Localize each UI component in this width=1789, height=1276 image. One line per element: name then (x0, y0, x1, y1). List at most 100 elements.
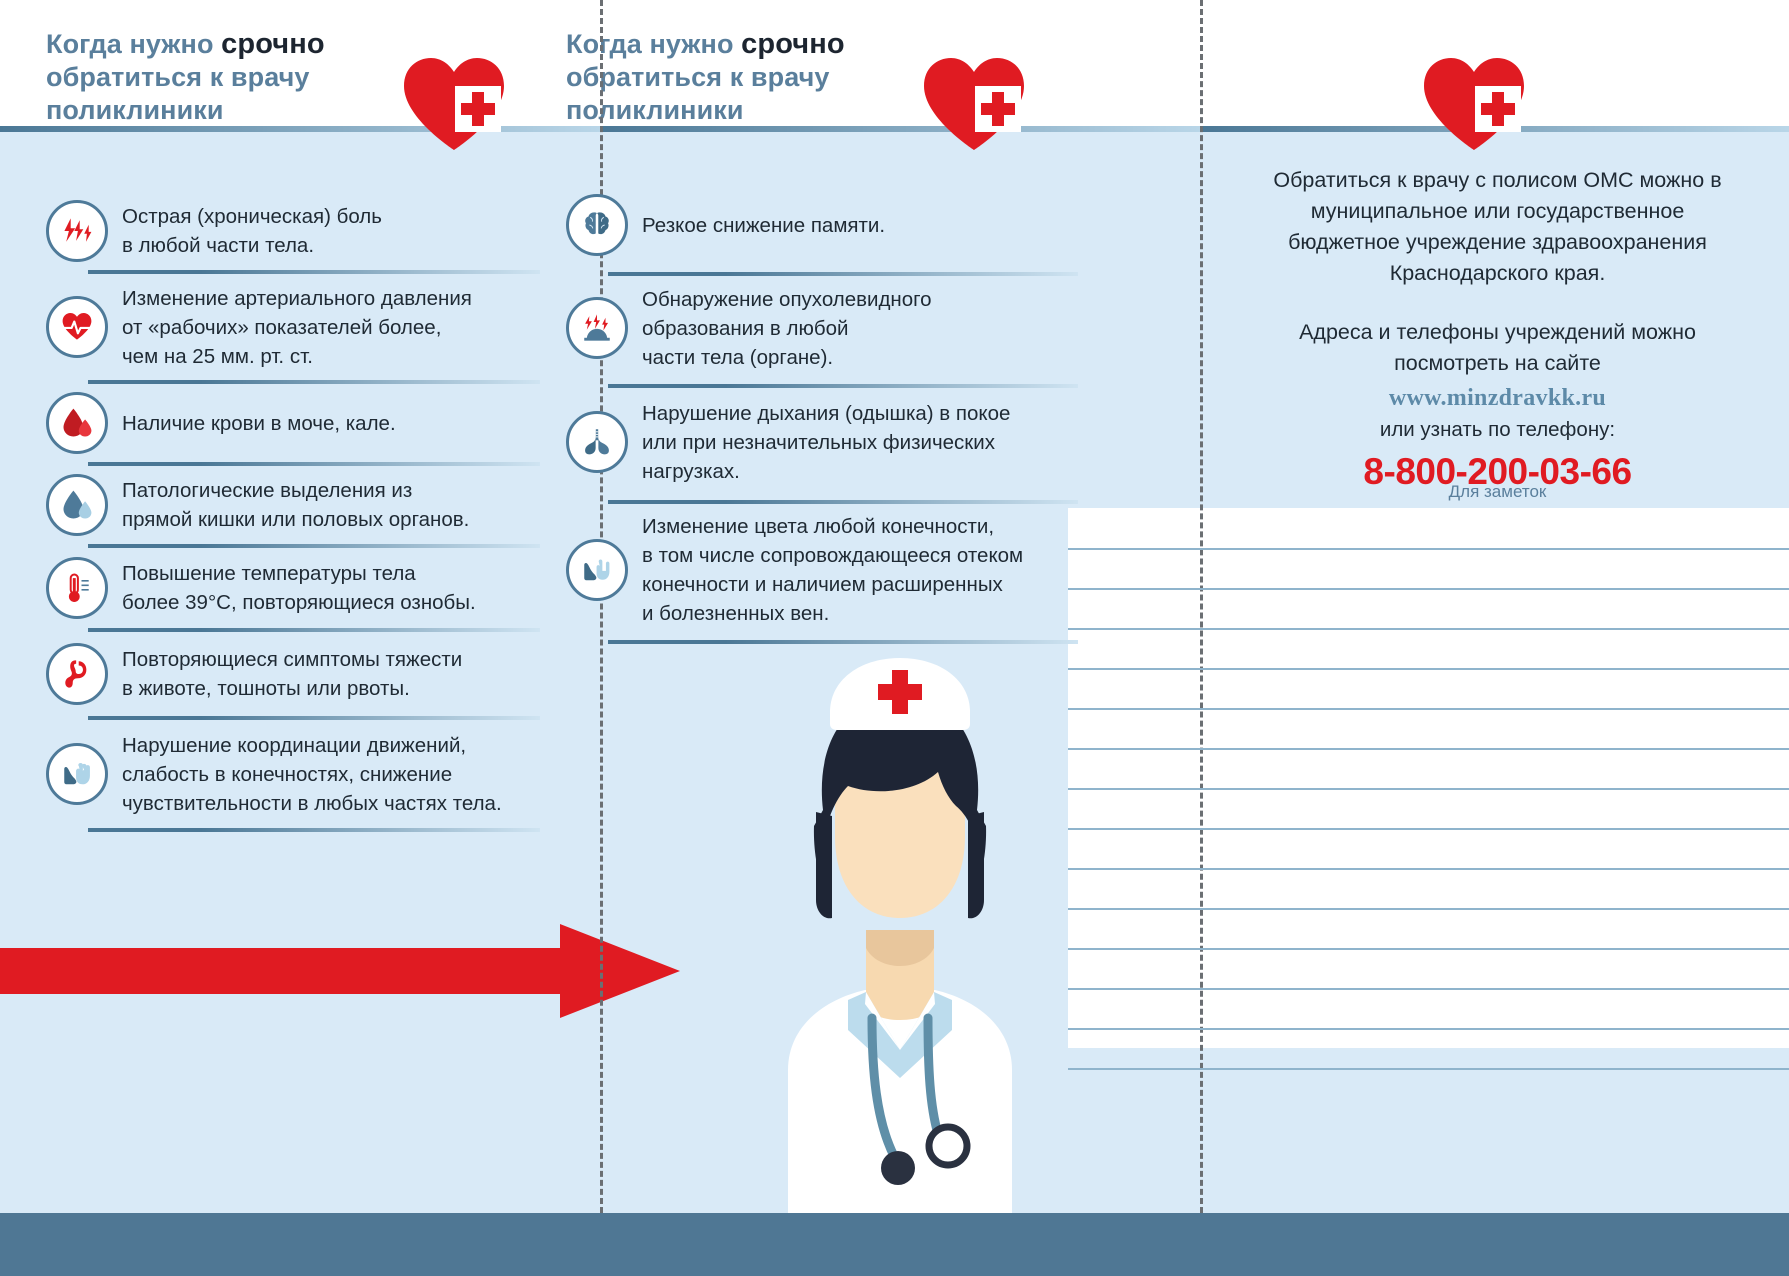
list-item-label: Патологические выделения из прямой кишки… (122, 479, 470, 531)
note-line (1068, 868, 1789, 870)
list-item-body: Нарушение координации движений, слабость… (108, 731, 546, 818)
left-header-line-2: обратиться к врачу (46, 62, 310, 92)
list-item-body: Наличие крови в моче, кале. (108, 409, 546, 438)
list-item-label: Повторяющиеся симптомы тяжести в животе,… (122, 648, 463, 700)
water-drop-icon (46, 474, 108, 536)
list-item-label: Изменение цвета любой конечности, в том … (642, 515, 1024, 625)
addresses-info-paragraph: Адреса и телефоны учреждений можно посмо… (1299, 320, 1696, 375)
item-divider (88, 628, 540, 632)
list-item: Повышение температуры тела более 39°C, п… (46, 546, 546, 632)
list-item-label: Нарушение координации движений, слабость… (122, 733, 502, 815)
heart-cross-logo-icon (924, 58, 1024, 150)
list-item-body: Нарушение дыхания (одышка) в покое или п… (628, 399, 1066, 486)
middle-panel-header: Когда нужно срочно обратиться к врачу по… (566, 28, 845, 127)
list-item-body: Резкое снижение памяти. (628, 211, 1066, 240)
brain-icon (566, 194, 628, 256)
fold-line (1200, 0, 1203, 1276)
left-panel-top-rule (0, 126, 600, 132)
phone-intro-text: или узнать по телефону: (1379, 418, 1616, 441)
list-item-body: Повышение температуры тела более 39°C, п… (108, 559, 546, 617)
list-item-body: Острая (хроническая) боль в любой части … (108, 202, 546, 260)
blood-drop-icon (46, 392, 108, 454)
left-header-prefix: Когда нужно (46, 29, 222, 59)
list-item-label: Обнаружение опухолевидного образования в… (642, 287, 932, 369)
item-divider (88, 462, 540, 466)
right-panel-info: Обратиться к врачу с полисом ОМС можно в… (1225, 165, 1770, 493)
item-divider (608, 384, 1078, 388)
list-item: Обнаружение опухолевидного образования в… (566, 272, 1078, 388)
note-line (1068, 828, 1789, 830)
item-divider (88, 380, 540, 384)
left-header-line-3: поликлиники (46, 95, 224, 125)
middle-panel-top-rule (600, 126, 1200, 132)
item-divider (608, 640, 1078, 644)
footer-bar (0, 1213, 1789, 1276)
list-item: Резкое снижение памяти. (566, 178, 1078, 276)
middle-header-prefix: Когда нужно (566, 29, 742, 59)
thermometer-icon (46, 557, 108, 619)
hand-foot-icon (46, 743, 108, 805)
heart-pulse-icon (46, 296, 108, 358)
item-divider (88, 544, 540, 548)
list-item-body: Изменение артериального давления от «раб… (108, 284, 546, 371)
list-item: Острая (хроническая) боль в любой части … (46, 190, 546, 274)
item-divider (88, 828, 540, 832)
item-divider (608, 272, 1078, 276)
list-item: Наличие крови в моче, кале. (46, 382, 546, 466)
note-line (1068, 628, 1789, 630)
note-line (1068, 948, 1789, 950)
tumor-lightning-icon (566, 297, 628, 359)
note-line (1068, 1068, 1789, 1070)
left-symptom-list: Острая (хроническая) боль в любой части … (46, 190, 546, 832)
note-line (1068, 588, 1789, 590)
lungs-icon (566, 411, 628, 473)
notes-label: Для заметок (1448, 482, 1547, 501)
note-line (1068, 788, 1789, 790)
middle-header-line-3: поликлиники (566, 95, 744, 125)
fold-line (600, 0, 603, 1276)
website-link[interactable]: www.minzdravkk.ru (1388, 385, 1607, 411)
note-line (1068, 708, 1789, 710)
omc-info-paragraph: Обратиться к врачу с полисом ОМС можно в… (1273, 168, 1722, 285)
stomach-icon (46, 643, 108, 705)
note-line (1068, 668, 1789, 670)
list-item-body: Патологические выделения из прямой кишки… (108, 476, 546, 534)
list-item: Патологические выделения из прямой кишки… (46, 464, 546, 548)
hotline-phone-number[interactable]: 8-800-200-03-66 (1363, 451, 1632, 492)
list-item: Нарушение координации движений, слабость… (46, 718, 546, 832)
list-item: Изменение артериального давления от «раб… (46, 272, 546, 384)
middle-header-line-1: Когда нужно срочно (566, 28, 845, 61)
nurse-illustration (788, 658, 1012, 1213)
left-header-bold: срочно (221, 28, 325, 60)
note-line (1068, 988, 1789, 990)
heart-cross-logo-icon (404, 58, 504, 150)
list-item-label: Изменение артериального давления от «раб… (122, 286, 472, 368)
list-item-body: Повторяющиеся симптомы тяжести в животе,… (108, 645, 546, 703)
item-divider (608, 500, 1078, 504)
list-item-body: Изменение цвета любой конечности, в том … (628, 512, 1066, 628)
note-line (1068, 548, 1789, 550)
list-item: Повторяющиеся симптомы тяжести в животе,… (46, 630, 546, 720)
left-header-line-1: Когда нужно срочно (46, 28, 325, 61)
list-item-label: Повышение температуры тела более 39°C, п… (122, 562, 476, 614)
item-divider (88, 270, 540, 274)
list-item-label: Нарушение дыхания (одышка) в покое или п… (642, 401, 1011, 483)
note-line (1068, 748, 1789, 750)
list-item-label: Наличие крови в моче, кале. (122, 411, 396, 435)
list-item: Изменение цвета любой конечности, в том … (566, 500, 1078, 644)
direction-arrow-icon (0, 924, 680, 1018)
middle-symptom-list: Резкое снижение памяти. Обнаружение опух… (566, 178, 1078, 644)
list-item-label: Резкое снижение памяти. (642, 213, 886, 237)
note-line (1068, 1028, 1789, 1030)
notes-writing-area[interactable] (1068, 508, 1789, 1048)
list-item-label: Острая (хроническая) боль в любой части … (122, 205, 382, 257)
heart-cross-logo-icon (1424, 58, 1524, 150)
lightning-pain-icon (46, 200, 108, 262)
middle-header-line-2: обратиться к врачу (566, 62, 830, 92)
item-divider (88, 716, 540, 720)
left-panel-header: Когда нужно срочно обратиться к врачу по… (46, 28, 325, 127)
list-item-body: Обнаружение опухолевидного образования в… (628, 285, 1066, 372)
list-item: Нарушение дыхания (одышка) в покое или п… (566, 384, 1078, 504)
note-line (1068, 908, 1789, 910)
